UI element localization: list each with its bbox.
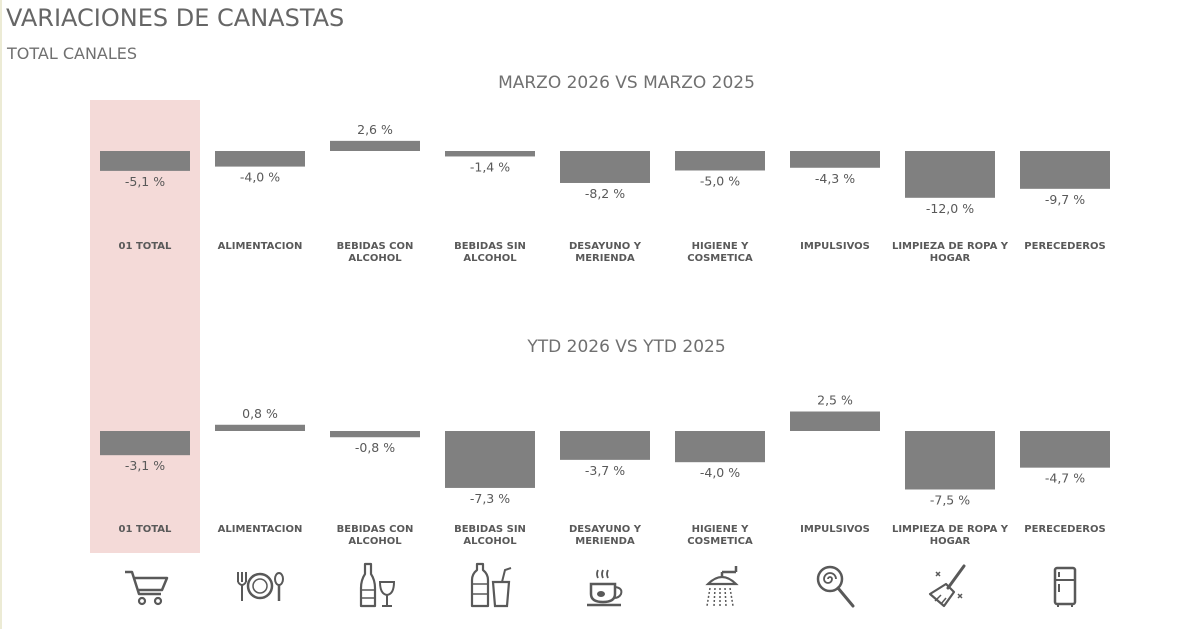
category-label-1-8: PERECEDEROS [1024, 524, 1105, 535]
data-label-1-8: -4,7 % [1045, 471, 1085, 486]
category-label-1-0: 01 TOTAL [119, 524, 173, 535]
left-edge-line [0, 0, 2, 629]
data-label-1-3: -7,3 % [470, 491, 510, 506]
category-label-0-8: PERECEDEROS [1024, 241, 1105, 252]
bar-1-3 [445, 431, 535, 488]
data-label-0-1: -4,0 % [240, 170, 280, 185]
category-label-1-2: BEBIDAS CON ALCOHOL [337, 524, 414, 547]
category-label-1-1: ALIMENTACION [218, 524, 303, 535]
bar-1-5 [675, 431, 765, 463]
bar-0-4 [560, 151, 650, 183]
category-label-1-5: HIGIENE Y COSMETICA [687, 524, 753, 547]
bar-1-6 [790, 411, 880, 431]
category-label-0-4: DESAYUNO Y MERIENDA [569, 241, 642, 264]
lollipop-icon [816, 565, 855, 608]
data-label-0-8: -9,7 % [1045, 192, 1085, 207]
data-label-0-0: -5,1 % [125, 174, 165, 189]
data-label-1-5: -4,0 % [700, 465, 740, 480]
category-label-0-0: 01 TOTAL [119, 241, 173, 252]
bar-0-8 [1020, 151, 1110, 189]
panel-title-ytd: YTD 2026 VS YTD 2025 [527, 337, 726, 357]
bar-1-8 [1020, 431, 1110, 468]
category-label-0-7: LIMPIEZA DE ROPA Y HOGAR [892, 241, 1009, 264]
data-label-1-6: 2,5 % [817, 393, 853, 408]
page-subtitle: TOTAL CANALES [7, 44, 138, 63]
bar-0-2 [330, 140, 420, 151]
coffee-cup-icon [587, 569, 623, 607]
bar-1-4 [560, 431, 650, 460]
category-label-0-2: BEBIDAS CON ALCOHOL [337, 241, 414, 264]
category-label-1-7: LIMPIEZA DE ROPA Y HOGAR [892, 524, 1009, 547]
data-label-0-4: -8,2 % [585, 186, 625, 201]
data-label-1-7: -7,5 % [930, 493, 970, 508]
bar-0-7 [905, 151, 995, 198]
bar-0-1 [215, 151, 305, 167]
category-label-1-4: DESAYUNO Y MERIENDA [569, 524, 642, 547]
bar-0-0 [100, 151, 190, 171]
category-label-0-3: BEBIDAS SIN ALCOHOL [454, 241, 526, 264]
bar-1-2 [330, 431, 420, 438]
bar-0-6 [790, 151, 880, 168]
bar-0-5 [675, 151, 765, 171]
bar-1-7 [905, 431, 995, 490]
bar-1-0 [100, 431, 190, 456]
fridge-icon [1053, 566, 1077, 607]
panel-title-marzo: MARZO 2026 VS MARZO 2025 [498, 73, 755, 93]
data-label-0-7: -12,0 % [926, 201, 974, 216]
data-label-0-3: -1,4 % [470, 159, 510, 174]
page-title: VARIACIONES DE CANASTAS [6, 4, 345, 32]
category-label-1-3: BEBIDAS SIN ALCOHOL [454, 524, 526, 547]
data-label-1-2: -0,8 % [355, 440, 395, 455]
bar-0-3 [445, 151, 535, 157]
wine-bottle-glass-icon [359, 562, 396, 608]
cart-icon [125, 570, 169, 606]
data-label-0-5: -5,0 % [700, 174, 740, 189]
soda-bottle-cup-icon [470, 562, 512, 608]
bar-1-1 [215, 424, 305, 431]
category-label-1-6: IMPULSIVOS [800, 524, 870, 535]
data-label-0-6: -4,3 % [815, 171, 855, 186]
category-label-0-6: IMPULSIVOS [800, 241, 870, 252]
broom-icon [928, 564, 966, 608]
data-label-1-0: -3,1 % [125, 458, 165, 473]
data-label-0-2: 2,6 % [357, 122, 393, 137]
category-label-0-1: ALIMENTACION [218, 241, 303, 252]
plate-cutlery-icon [237, 572, 284, 601]
total-highlight-band [90, 100, 200, 553]
shower-icon [705, 566, 739, 607]
data-label-1-4: -3,7 % [585, 463, 625, 478]
data-label-1-1: 0,8 % [242, 406, 278, 421]
category-label-0-5: HIGIENE Y COSMETICA [687, 241, 753, 264]
